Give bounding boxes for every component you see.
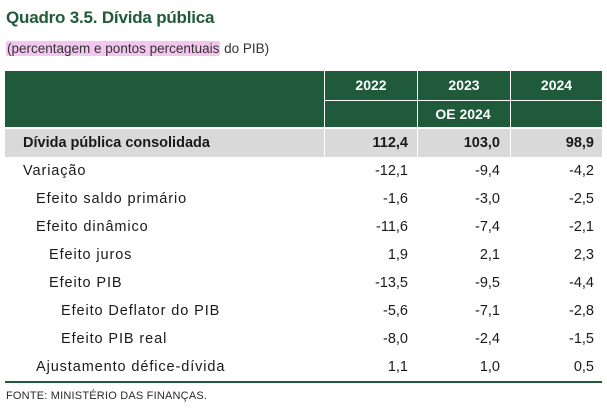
header-oe-label: OE 2024: [435, 106, 491, 122]
cell-2024: -2,5: [569, 191, 594, 207]
table-row: Variação -12,1 -9,4 -4,2: [5, 157, 602, 185]
cell-2023: -9,5: [475, 275, 500, 291]
cell-2022: -12,1: [374, 163, 408, 179]
row-label: Efeito saldo primário: [36, 191, 188, 207]
cell-divider: [417, 129, 418, 157]
debt-table: 2022 2023 2024 OE 2024 Dívida pública co…: [5, 71, 602, 381]
cell-2022: -11,6: [376, 219, 408, 235]
header-divider: [417, 71, 418, 127]
cell-2024: 98,9: [565, 135, 594, 151]
table-row: Efeito PIB -13,5 -9,5 -4,4: [5, 269, 602, 297]
cell-2024: -2,1: [569, 219, 594, 235]
row-label: Dívida pública consolidada: [23, 135, 210, 151]
table-row: Efeito Deflator do PIB -5,6 -7,1 -2,8: [5, 297, 602, 325]
row-label: Efeito PIB real: [61, 331, 168, 347]
cell-2023: 2,1: [479, 247, 500, 263]
cell-divider: [324, 129, 325, 157]
table-title: Quadro 3.5. Dívida pública: [6, 8, 215, 27]
subtitle-highlight: (percentagem e pontos percentuais: [6, 41, 221, 56]
cell-2023: -3,0: [475, 191, 500, 207]
cell-2023: -9,4: [475, 163, 500, 179]
table-subtitle: (percentagem e pontos percentuais do PIB…: [6, 41, 269, 56]
cell-2023: -7,1: [475, 303, 500, 319]
row-label: Variação: [23, 163, 87, 179]
table-row: Ajustamento défice-dívida 1,1 1,0 0,5: [5, 353, 602, 381]
row-label: Efeito juros: [49, 247, 133, 263]
cell-2024: -4,4: [569, 275, 594, 291]
table-row: Dívida pública consolidada 112,4 103,0 9…: [5, 129, 602, 157]
header-divider: [324, 71, 325, 127]
cell-2024: -4,2: [569, 163, 594, 179]
cell-2023: -7,4: [475, 219, 500, 235]
subtitle-rest: do PIB): [220, 41, 270, 56]
cell-2023: 1,0: [479, 359, 500, 375]
table-row: Efeito PIB real -8,0 -2,4 -1,5: [5, 325, 602, 353]
cell-2023: -2,4: [475, 331, 500, 347]
table-row: Efeito dinâmico -11,6 -7,4 -2,1: [5, 213, 602, 241]
cell-2022: 1,1: [387, 359, 408, 375]
cell-2023: 103,0: [463, 135, 500, 151]
row-label: Efeito dinâmico: [36, 219, 149, 235]
table-bottom-rule: [5, 381, 602, 383]
header-year-2022: 2022: [355, 77, 387, 93]
cell-2024: 0,5: [573, 359, 594, 375]
cell-2022: 1,9: [387, 247, 408, 263]
table-row: Efeito juros 1,9 2,1 2,3: [5, 241, 602, 269]
table-row: Efeito saldo primário -1,6 -3,0 -2,5: [5, 185, 602, 213]
header-divider: [510, 71, 511, 127]
header-year-2024: 2024: [540, 77, 573, 93]
header-year-2023: 2023: [448, 77, 480, 93]
cell-2024: 2,3: [573, 247, 594, 263]
row-label: Ajustamento défice-dívida: [36, 359, 226, 375]
row-label: Efeito Deflator do PIB: [61, 303, 221, 319]
row-label: Efeito PIB: [49, 275, 123, 291]
source-note: FONTE: MINISTÉRIO DAS FINANÇAS.: [6, 390, 208, 402]
cell-2022: -5,6: [383, 303, 408, 319]
cell-2024: -2,8: [569, 303, 594, 319]
header-hline: [324, 100, 602, 101]
table-header: 2022 2023 2024 OE 2024: [5, 71, 602, 127]
cell-divider: [510, 129, 511, 157]
cell-2022: -13,5: [374, 275, 408, 291]
cell-2022: -8,0: [383, 331, 408, 347]
cell-2022: -1,6: [383, 191, 408, 207]
cell-2024: -1,5: [569, 331, 594, 347]
cell-2022: 112,4: [372, 135, 409, 151]
